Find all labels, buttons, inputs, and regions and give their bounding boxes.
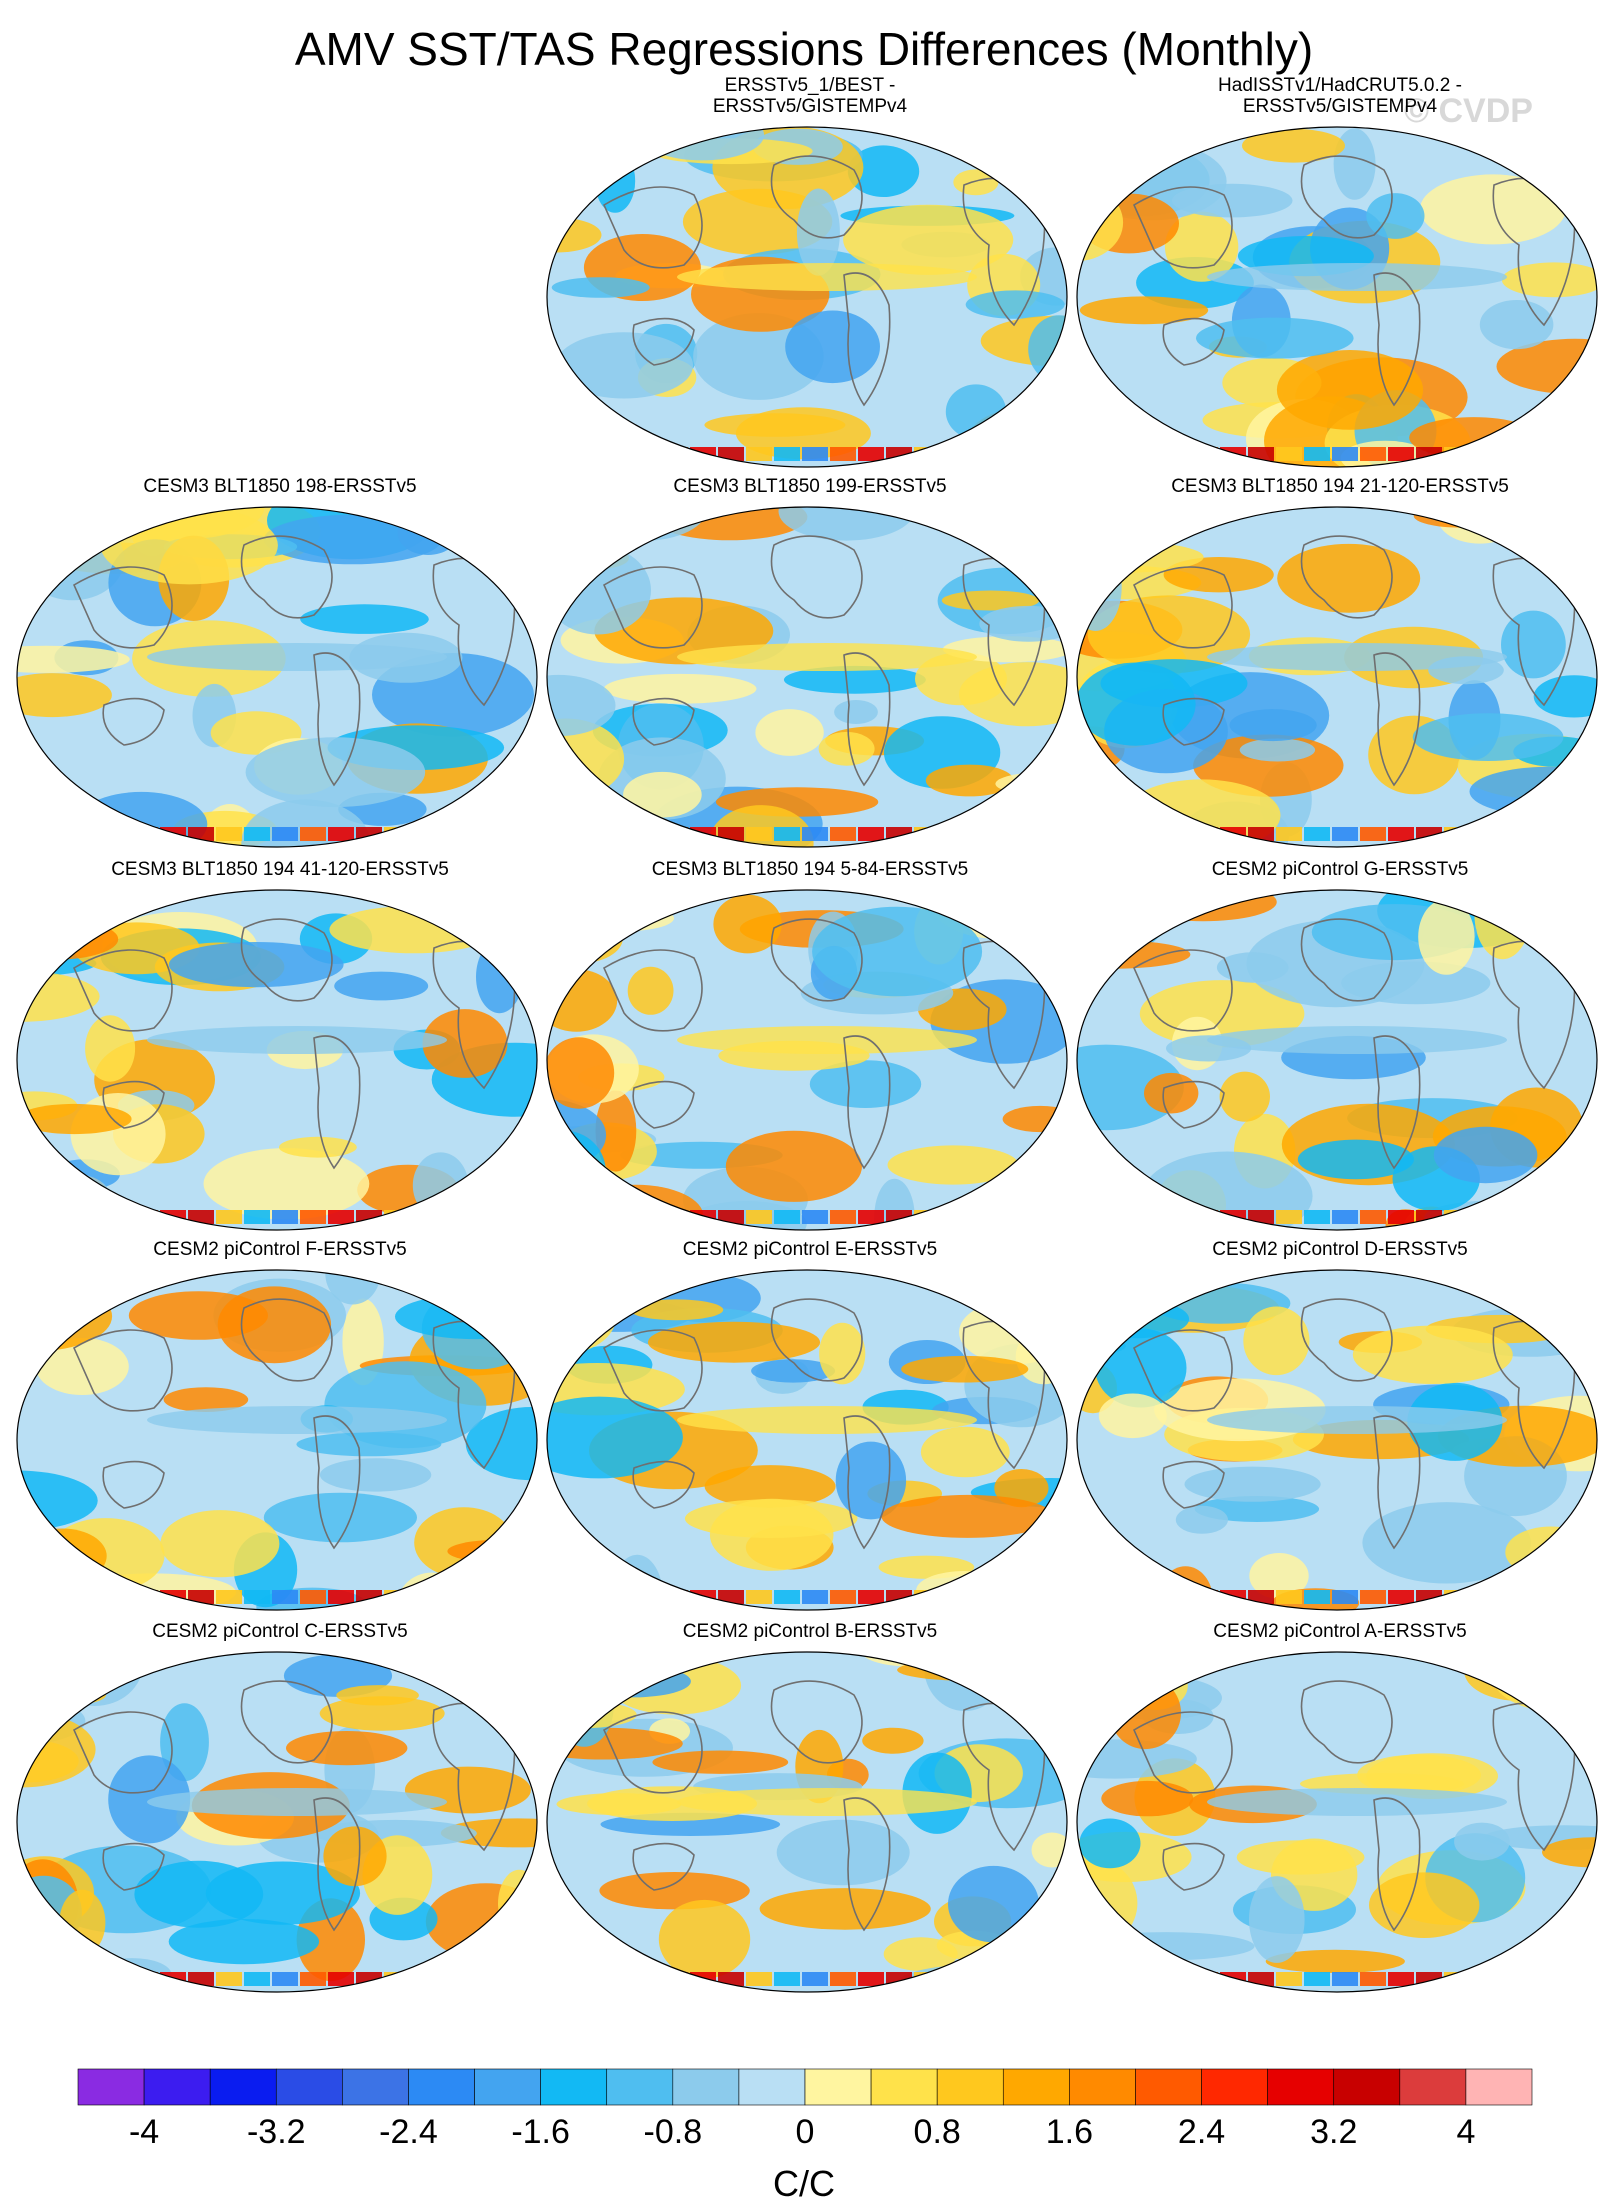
colorbar-box — [143, 2068, 211, 2106]
world-map — [16, 506, 538, 848]
world-map — [546, 889, 1068, 1231]
colorbar-box — [275, 2068, 343, 2106]
colorbar-box — [540, 2068, 608, 2106]
map-panel: CESM3 BLT1850 199-ERSSTv5 — [544, 476, 1076, 848]
world-map — [16, 1269, 538, 1611]
world-map — [16, 889, 538, 1231]
world-map — [546, 506, 1068, 848]
colorbar-box — [1465, 2068, 1533, 2106]
map-panel: CESM2 piControl D-ERSSTv5 — [1074, 1239, 1606, 1611]
panel-title: CESM2 piControl A-ERSSTv5 — [1074, 1621, 1606, 1642]
colorbar-tick-label: -3.2 — [247, 2113, 306, 2151]
colorbar-box — [936, 2068, 1004, 2106]
colorbar-box — [606, 2068, 674, 2106]
panel-title-line: CESM3 BLT1850 198-ERSSTv5 — [143, 476, 417, 497]
world-map — [1076, 1269, 1598, 1611]
map-panel: CESM2 piControl E-ERSSTv5 — [544, 1239, 1076, 1611]
map-panel: CESM3 BLT1850 194 41-120-ERSSTv5 — [14, 859, 546, 1231]
map-panel: CESM2 piControl F-ERSSTv5 — [14, 1239, 546, 1611]
colorbar-tick-label: -0.8 — [644, 2113, 703, 2151]
panel-title: CESM3 BLT1850 194 21-120-ERSSTv5 — [1074, 476, 1606, 497]
panel-title: CESM2 piControl G-ERSSTv5 — [1074, 859, 1606, 880]
map-panel: CESM3 BLT1850 194 5-84-ERSSTv5 — [544, 859, 1076, 1231]
colorbar-box — [209, 2068, 277, 2106]
panel-title: HadISSTv1/HadCRUT5.0.2 - ERSSTv5/GISTEMPv… — [1074, 75, 1606, 117]
watermark: © CVDP — [1404, 92, 1533, 130]
figure-title: AMV SST/TAS Regressions Differences (Mon… — [294, 23, 1314, 75]
colorbar-box — [1069, 2068, 1136, 2106]
colorbar-tick-label: 1.6 — [1046, 2113, 1093, 2151]
panel-title-line: CESM2 piControl C-ERSSTv5 — [152, 1621, 408, 1642]
colorbar-tick-label: -2.4 — [379, 2113, 438, 2151]
colorbar-box — [77, 2068, 145, 2106]
colorbar-box — [1201, 2068, 1268, 2106]
panel-title: CESM3 BLT1850 194 5-84-ERSSTv5 — [544, 859, 1076, 880]
panel-title: CESM2 piControl B-ERSSTv5 — [544, 1621, 1076, 1642]
world-map — [1076, 889, 1598, 1231]
colorbar-box — [1267, 2068, 1335, 2106]
colorbar-box — [870, 2068, 938, 2106]
map-panel: HadISSTv1/HadCRUT5.0.2 - ERSSTv5/GISTEMPv… — [1074, 75, 1606, 468]
panel-title: ERSSTv5_1/BEST - ERSSTv5/GISTEMPv4 — [544, 75, 1076, 117]
colorbar-tick-label: 2.4 — [1178, 2113, 1225, 2151]
panel-title-line: HadISSTv1/HadCRUT5.0.2 - — [1218, 75, 1462, 96]
panel-title: CESM2 piControl E-ERSSTv5 — [544, 1239, 1076, 1260]
colorbar-tick-label: 3.2 — [1310, 2113, 1357, 2151]
colorbar-tick-label: 0 — [796, 2113, 815, 2151]
colorbar-box — [1002, 2068, 1070, 2106]
panel-title-line: ERSSTv5_1/BEST - — [724, 75, 896, 96]
panel-title: CESM3 BLT1850 194 41-120-ERSSTv5 — [14, 859, 546, 880]
panel-title-line: CESM3 BLT1850 194 41-120-ERSSTv5 — [111, 859, 449, 880]
panel-title: CESM2 piControl C-ERSSTv5 — [14, 1621, 546, 1642]
map-panel: CESM2 piControl A-ERSSTv5 — [1074, 1621, 1606, 1993]
colorbar-box — [804, 2068, 872, 2106]
panel-title-line: CESM2 piControl E-ERSSTv5 — [682, 1239, 938, 1260]
panel-title-line: CESM2 piControl G-ERSSTv5 — [1211, 859, 1469, 880]
map-panel: CESM2 piControl C-ERSSTv5 — [14, 1621, 546, 1993]
panel-title: CESM3 BLT1850 199-ERSSTv5 — [544, 476, 1076, 497]
panel-title-line: CESM2 piControl D-ERSSTv5 — [1212, 1239, 1468, 1260]
colorbar-box — [408, 2068, 475, 2106]
colorbar-tick-label: -4 — [129, 2113, 159, 2151]
map-panel: ERSSTv5_1/BEST - ERSSTv5/GISTEMPv4 — [544, 75, 1076, 468]
colorbar-box — [342, 2068, 409, 2106]
panel-title-line: CESM3 BLT1850 194 5-84-ERSSTv5 — [651, 859, 969, 880]
world-map — [546, 126, 1068, 468]
panel-title: CESM2 piControl D-ERSSTv5 — [1074, 1239, 1606, 1260]
map-panel: CESM3 BLT1850 194 21-120-ERSSTv5 — [1074, 476, 1606, 848]
colorbar-box — [1333, 2068, 1401, 2106]
colorbar-box — [672, 2068, 740, 2106]
panel-title-line: ERSSTv5/GISTEMPv4 — [712, 96, 908, 117]
map-panel: CESM3 BLT1850 198-ERSSTv5 — [14, 476, 546, 848]
world-map — [546, 1651, 1068, 1993]
colorbar-tick-label: 0.8 — [914, 2113, 961, 2151]
colorbar-label: C/C — [773, 2163, 835, 2204]
panel-title-line: ERSSTv5/GISTEMPv4 — [1242, 96, 1438, 117]
panel-title: CESM2 piControl F-ERSSTv5 — [14, 1239, 546, 1260]
panel-title-line: CESM2 piControl B-ERSSTv5 — [682, 1621, 938, 1642]
colorbar-tick-label: 4 — [1456, 2113, 1475, 2151]
panel-title: CESM3 BLT1850 198-ERSSTv5 — [14, 476, 546, 497]
panel-title-line: CESM2 piControl A-ERSSTv5 — [1213, 1621, 1467, 1642]
world-map — [1076, 1651, 1598, 1993]
colorbar-box — [1135, 2068, 1202, 2106]
map-panel: CESM2 piControl G-ERSSTv5 — [1074, 859, 1606, 1231]
world-map — [1076, 506, 1598, 848]
world-map — [546, 1269, 1068, 1611]
world-map — [1076, 126, 1598, 468]
world-map — [16, 1651, 538, 1993]
colorbar-box — [1399, 2068, 1467, 2106]
panel-title-line: CESM2 piControl F-ERSSTv5 — [153, 1239, 407, 1260]
panel-title-line: CESM3 BLT1850 199-ERSSTv5 — [673, 476, 947, 497]
colorbar-tick-label: -1.6 — [511, 2113, 570, 2151]
colorbar-box — [474, 2068, 541, 2106]
colorbar-box — [738, 2068, 806, 2106]
panel-title-line: CESM3 BLT1850 194 21-120-ERSSTv5 — [1171, 476, 1509, 497]
map-panel: CESM2 piControl B-ERSSTv5 — [544, 1621, 1076, 1993]
